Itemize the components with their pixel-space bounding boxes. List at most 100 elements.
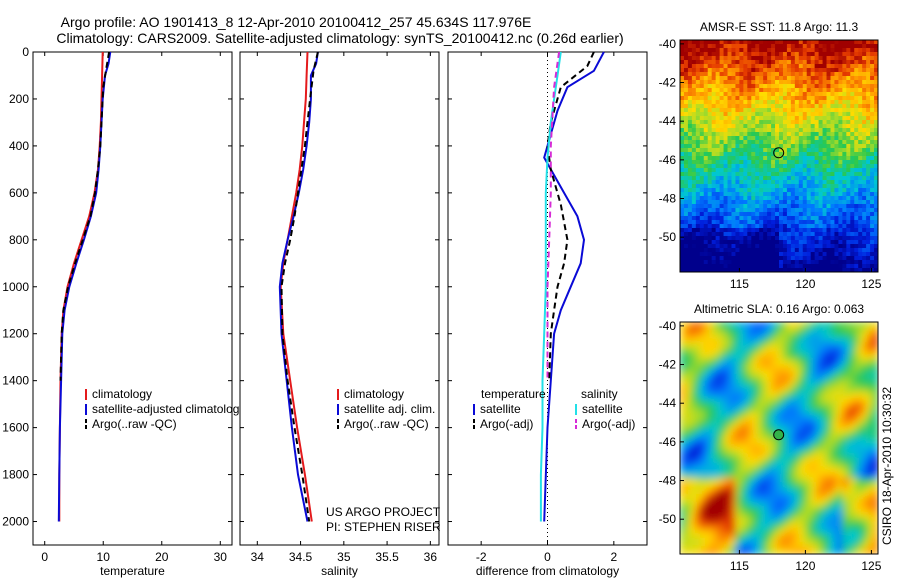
heatmap-cell [854,144,859,149]
heatmap-cell [700,200,705,205]
heatmap-cell [866,64,871,69]
heatmap-cell [747,386,752,391]
heatmap-cell [862,64,867,69]
heatmap-cell [779,354,784,359]
heatmap-cell [838,256,843,261]
heatmap-cell [743,334,748,339]
heatmap-cell [854,358,859,363]
heatmap-cell [680,168,685,173]
heatmap-cell [850,84,855,89]
heatmap-cell [728,394,733,399]
heatmap-cell [739,350,744,355]
heatmap-cell [787,382,792,387]
heatmap-cell [739,112,744,117]
heatmap-cell [755,382,760,387]
heatmap-cell [684,152,689,157]
heatmap-cell [731,176,736,181]
heatmap-cell [846,116,851,121]
heatmap-cell [830,248,835,253]
heatmap-cell [731,450,736,455]
heatmap-cell [763,430,768,435]
heatmap-cell [771,418,776,423]
heatmap-cell [815,358,820,363]
heatmap-cell [827,382,832,387]
heatmap-cell [823,466,828,471]
heatmap-cell [783,140,788,145]
heatmap-cell [854,382,859,387]
heatmap-cell [834,362,839,367]
heatmap-cell [684,382,689,387]
heatmap-cell [830,180,835,185]
heatmap-cell [735,224,740,229]
heatmap-cell [830,108,835,113]
heatmap-cell [739,164,744,169]
heatmap-cell [799,148,804,153]
heatmap-cell [834,224,839,229]
heatmap-cell [803,422,808,427]
heatmap-cell [763,136,768,141]
heatmap-cell [846,342,851,347]
heatmap-cell [735,96,740,101]
heatmap-cell [823,374,828,379]
heatmap-cell [728,156,733,161]
heatmap-cell [771,394,776,399]
heatmap-cell [838,200,843,205]
heatmap-cell [728,402,733,407]
heatmap-cell [823,342,828,347]
heatmap-cell [779,248,784,253]
heatmap-cell [716,398,721,403]
heatmap-cell [819,240,824,245]
heatmap-cell [716,136,721,141]
heatmap-cell [747,116,752,121]
heatmap-cell [811,232,816,237]
heatmap-cell [688,196,693,201]
heatmap-cell [767,116,772,121]
heatmap-cell [846,212,851,217]
heatmap-cell [827,64,832,69]
heatmap-cell [763,374,768,379]
heatmap-cell [696,346,701,351]
heatmap-cell [688,406,693,411]
heatmap-cell [811,228,816,233]
heatmap-cell [823,232,828,237]
heatmap-cell [771,240,776,245]
heatmap-cell [838,264,843,269]
heatmap-cell [815,430,820,435]
heatmap-cell [842,410,847,415]
heatmap-cell [819,156,824,161]
heatmap-cell [755,426,760,431]
heatmap-cell [862,188,867,193]
heatmap-cell [680,108,685,113]
heatmap-cell [834,354,839,359]
heatmap-cell [850,204,855,209]
heatmap-cell [704,430,709,435]
heatmap-cell [739,466,744,471]
heatmap-cell [811,216,816,221]
heatmap-cell [854,334,859,339]
heatmap-cell [815,378,820,383]
heatmap-cell [716,236,721,241]
x-tick-label: 30 [214,550,228,564]
heatmap-cell [755,124,760,129]
heatmap-cell [787,168,792,173]
heatmap-cell [842,96,847,101]
heatmap-cell [767,244,772,249]
heatmap-cell [866,454,871,459]
heatmap-cell [771,458,776,463]
heatmap-cell [858,240,863,245]
heatmap-cell [858,168,863,173]
heatmap-cell [799,44,804,49]
heatmap-cell [799,92,804,97]
heatmap-cell [712,406,717,411]
heatmap-cell [791,374,796,379]
heatmap-cell [815,208,820,213]
heatmap-cell [795,152,800,157]
heatmap-cell [751,220,756,225]
heatmap-cell [739,208,744,213]
heatmap-cell [791,454,796,459]
heatmap-cell [799,208,804,213]
heatmap-cell [827,84,832,89]
heatmap-cell [854,414,859,419]
heatmap-cell [720,172,725,177]
heatmap-cell [716,112,721,117]
